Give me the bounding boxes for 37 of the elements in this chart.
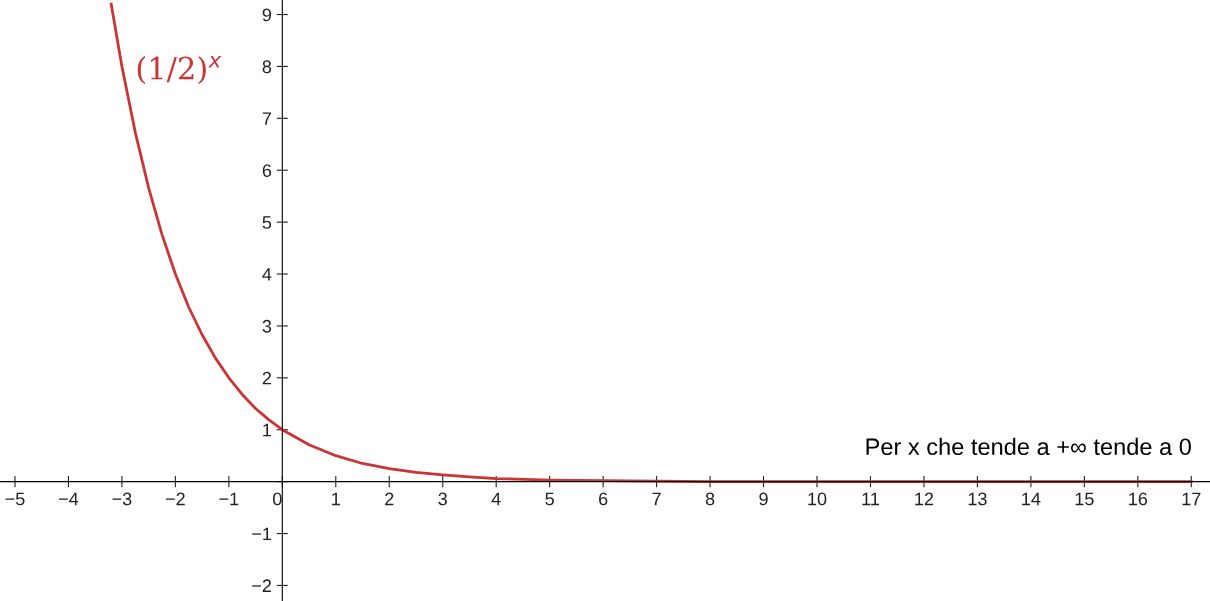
- x-tick-label: 13: [968, 492, 987, 506]
- line-series: [109, 2, 1193, 484]
- x-tick-label: 12: [915, 492, 934, 506]
- x-tick-label: −4: [59, 492, 79, 506]
- x-tick-label: 8: [705, 492, 715, 506]
- x-tick-label: 15: [1075, 492, 1094, 506]
- x-tick-label: 5: [545, 492, 554, 506]
- x-tick-label: 0: [272, 492, 282, 506]
- y-tick-label: 3: [262, 319, 272, 333]
- y-tick-label: 7: [262, 112, 271, 125]
- x-tick-label: 10: [808, 492, 827, 506]
- y-tick-label: 5: [262, 216, 272, 229]
- annotation: Per x che tende a +∞ tende a 0: [866, 437, 1191, 456]
- y-tick-label: −2: [252, 579, 271, 592]
- x-tick-label: 16: [1129, 492, 1148, 506]
- x-tick-label: 3: [438, 492, 447, 506]
- y-tick-label: 6: [262, 164, 272, 177]
- y-tick-label: −1: [252, 527, 272, 541]
- series-label: (1/2)$^{x}$: [137, 55, 222, 85]
- y-tick-label: 8: [262, 60, 272, 74]
- y-tick-label: 9: [262, 8, 272, 22]
- x-tick-label: −2: [165, 492, 185, 506]
- x-tick-label: 14: [1022, 492, 1041, 506]
- x-tick-label: 2: [385, 492, 394, 506]
- x-tick-label: 7: [652, 492, 661, 506]
- x-tick-label: 11: [862, 492, 879, 506]
- y-tick-label: 1: [263, 423, 272, 437]
- x-tick-label: −3: [112, 492, 132, 506]
- x-tick-label: −5: [5, 492, 25, 506]
- x-tick-label: 4: [491, 492, 501, 506]
- x-tick-label: −1: [219, 492, 239, 506]
- x-tick-label: 9: [759, 492, 768, 506]
- x-tick-label: 17: [1182, 492, 1201, 506]
- x-tick-label: 1: [332, 492, 340, 506]
- y-tick-label: 2: [262, 371, 271, 385]
- x-tick-label: 6: [599, 492, 608, 506]
- y-tick-label: 4: [262, 268, 272, 281]
